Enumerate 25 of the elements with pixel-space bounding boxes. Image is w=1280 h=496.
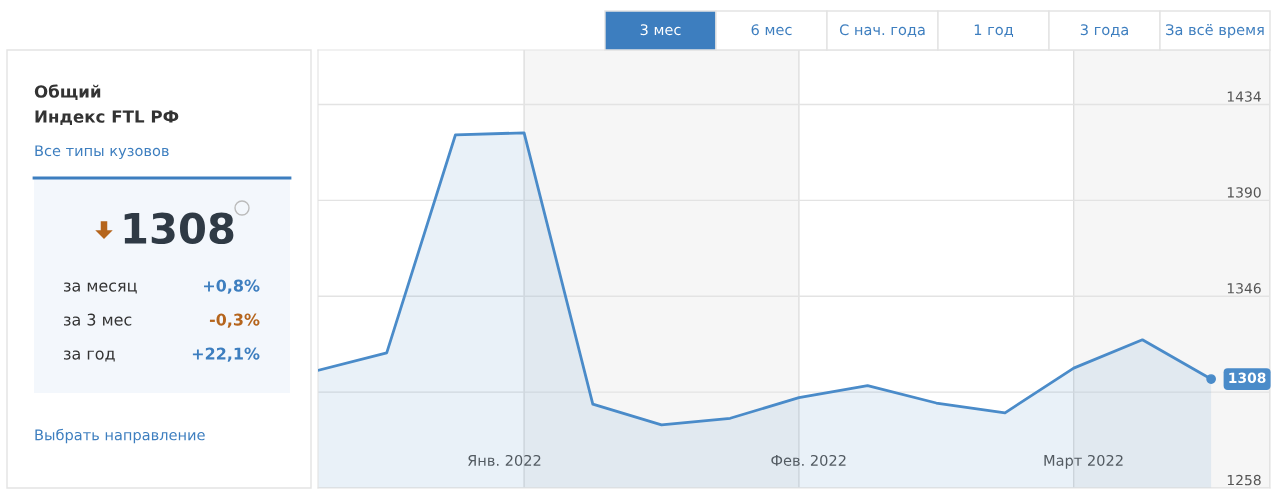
text: Все типы кузовов — [35, 145, 169, 160]
text: Общий — [34, 84, 101, 100]
text: 1 год — [974, 24, 1014, 38]
text: -0,3% — [209, 313, 260, 328]
text: С нач. года — [839, 24, 925, 38]
text: +22,1% — [192, 347, 260, 362]
y-tick-label: 1346 — [1227, 283, 1261, 294]
data-label: 1308 — [1229, 372, 1266, 384]
text: 3 года — [1080, 24, 1128, 38]
text: +0,8% — [204, 279, 260, 294]
text: Выбрать направление — [35, 428, 205, 444]
text: Индекс FTL РФ — [35, 110, 179, 125]
y-tick-label: 1258 — [1227, 474, 1261, 486]
y-tick-label: 1390 — [1227, 187, 1261, 198]
text: 6 мес — [751, 24, 792, 36]
text: за 3 мес — [64, 313, 132, 326]
y-tick-label: 1434 — [1227, 91, 1261, 102]
text: 1308 — [124, 212, 234, 245]
x-tick-label: Янв. 2022 — [468, 454, 541, 466]
x-tick-label: Март 2022 — [1044, 454, 1123, 469]
x-tick-label: Фев. 2022 — [771, 454, 846, 466]
text: за год — [64, 350, 115, 362]
text: За всё время — [1166, 23, 1264, 39]
text: 3 мес — [640, 24, 681, 36]
text: за месяц — [64, 282, 137, 294]
